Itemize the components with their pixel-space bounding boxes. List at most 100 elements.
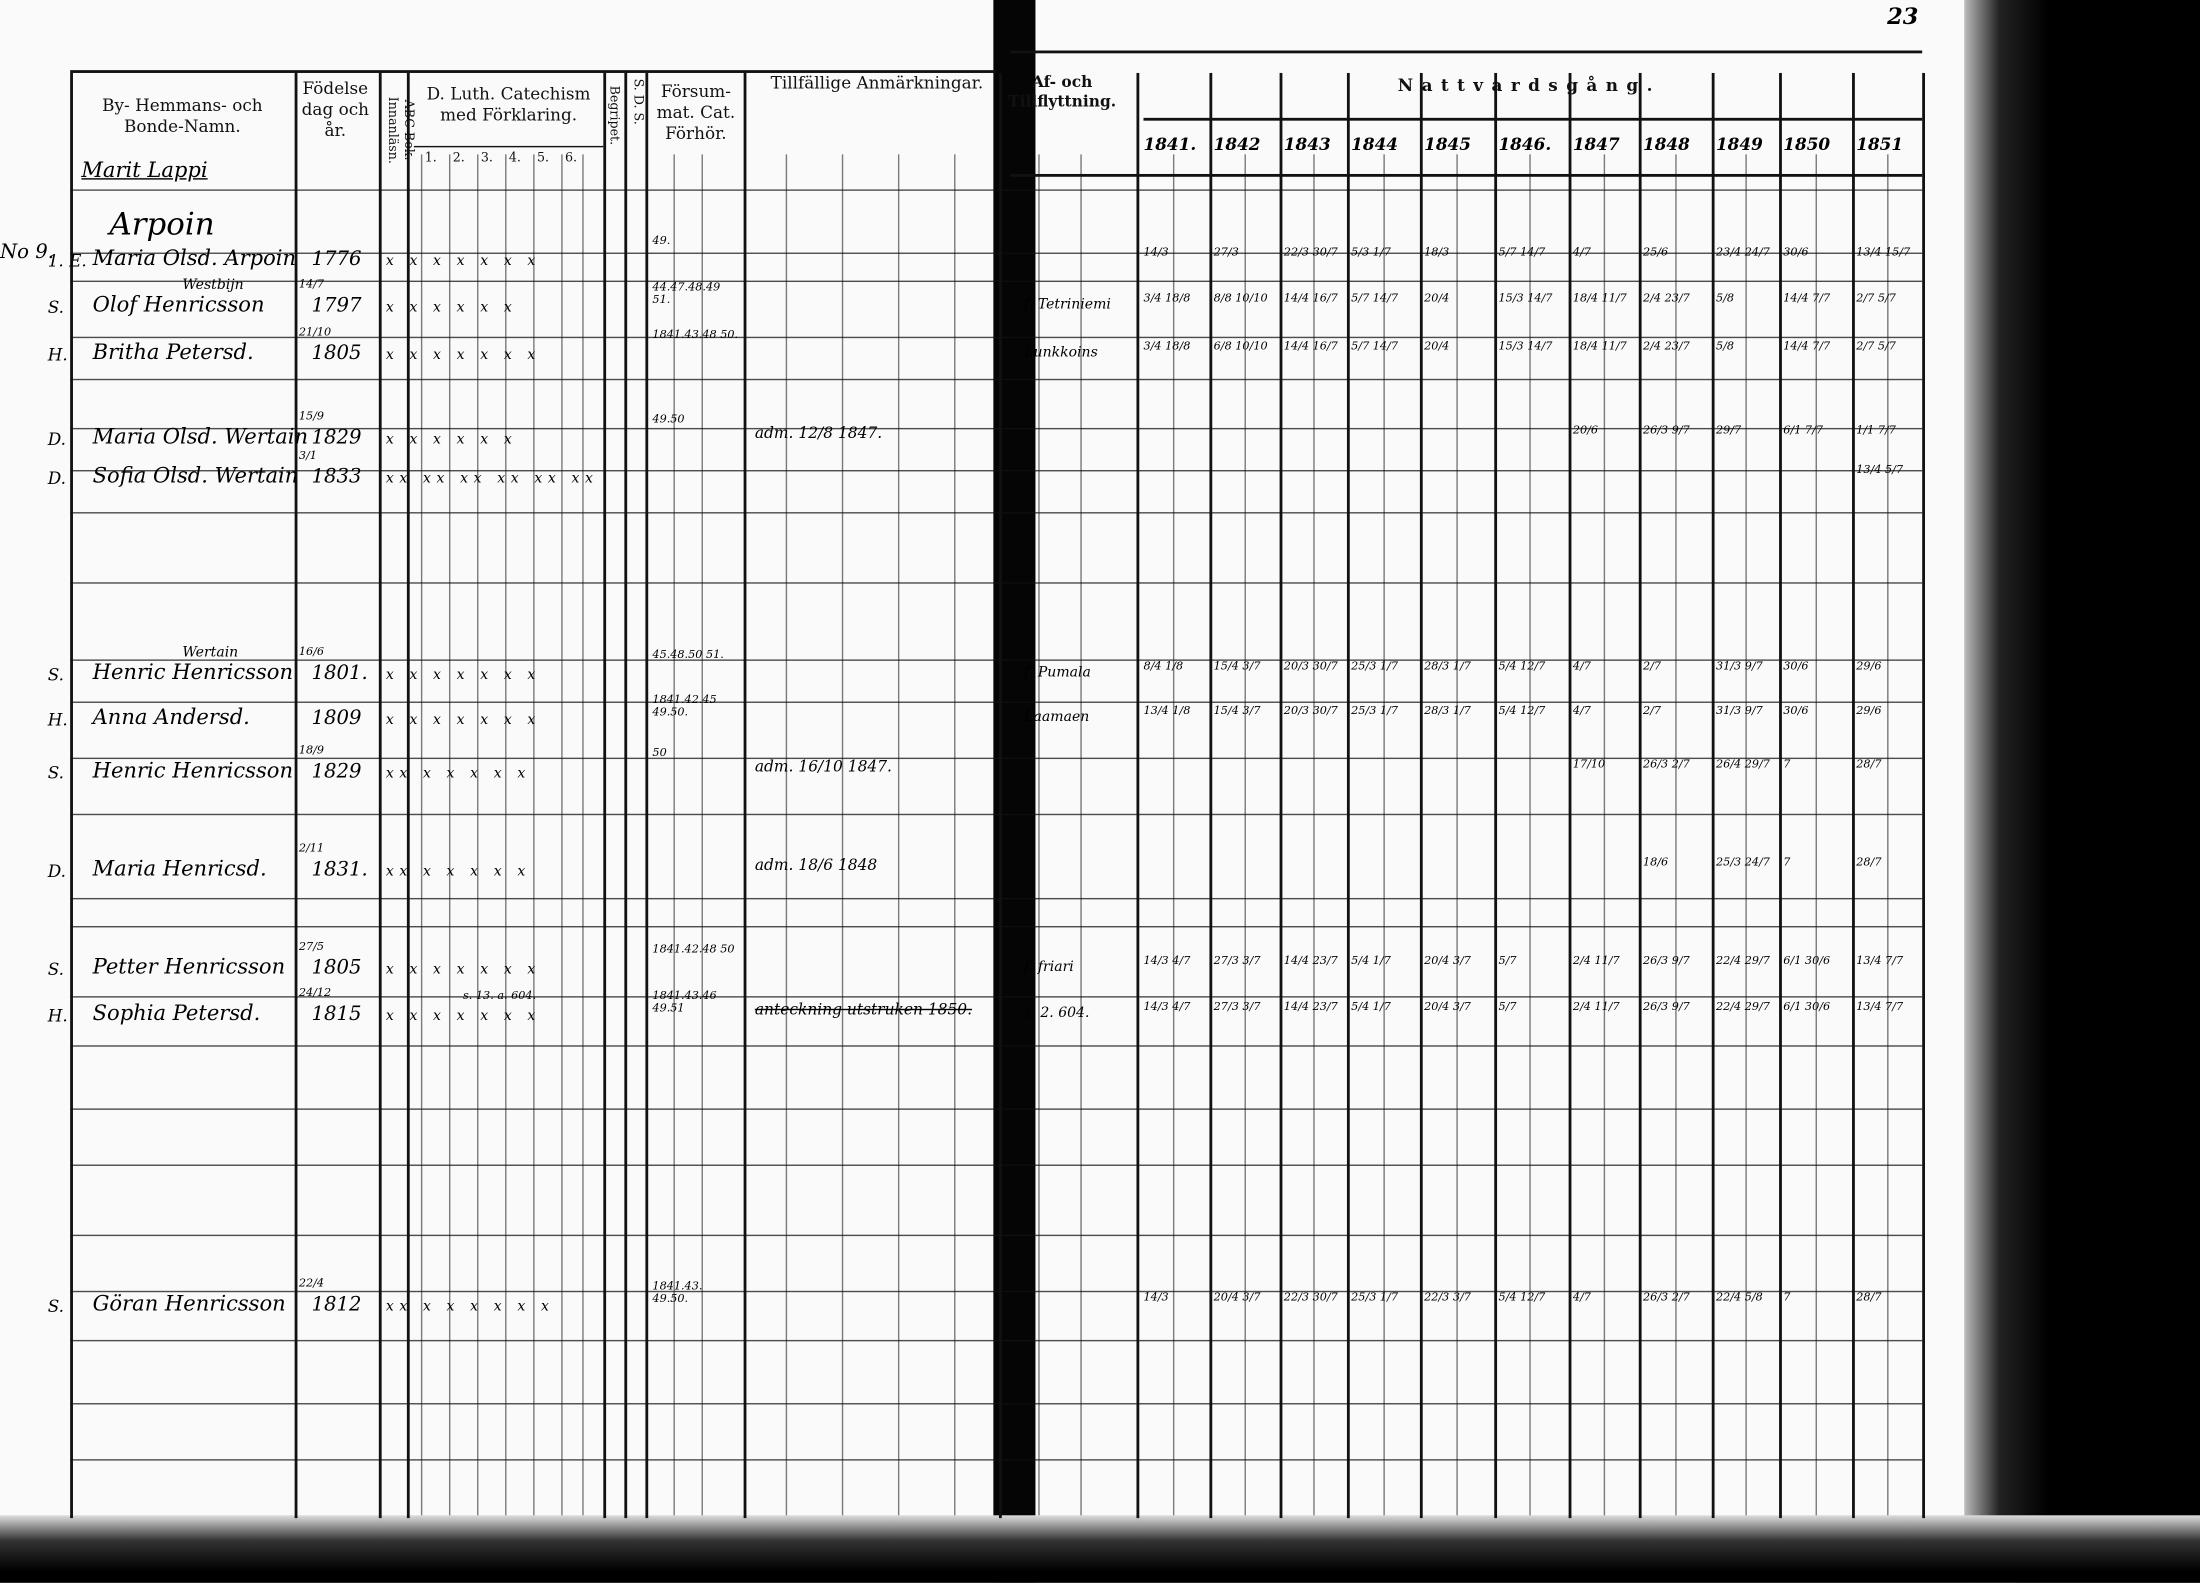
rule-horizontal xyxy=(70,1459,1923,1461)
communion-date: 15/4 3/7 xyxy=(1213,704,1261,717)
rule-vertical xyxy=(624,72,628,1519)
communion-date: 14/4 23/7 xyxy=(1283,1000,1338,1014)
communion-date: 30/6 xyxy=(1783,659,1809,673)
header-year: 1843 xyxy=(1283,134,1331,155)
scan-edge-right xyxy=(1964,0,2200,1583)
rule-vertical-thin xyxy=(897,154,900,1516)
rule-horizontal xyxy=(70,512,1923,514)
communion-date: 18/3 xyxy=(1424,245,1450,259)
communion-date: 25/3 1/7 xyxy=(1351,1290,1398,1304)
communion-date: 18/6 xyxy=(1642,855,1669,869)
header-sds: S. D. S. xyxy=(630,77,645,125)
rule-vertical-thin xyxy=(841,154,844,1516)
rule-vertical-thin xyxy=(561,154,563,1516)
communion-date: 6/8 10/10 xyxy=(1213,339,1268,353)
communion-date: 13/4 5/7 xyxy=(1856,463,1904,476)
rule-vertical-thin xyxy=(1456,154,1458,1516)
communion-date: 20/3 30/7 xyxy=(1283,704,1338,717)
catechism-marks: x x x x x x x xyxy=(385,712,541,729)
rule-top xyxy=(70,70,997,73)
communion-date: 20/6 xyxy=(1572,423,1599,437)
person-name: Henric Henricsson xyxy=(92,659,294,685)
communion-date: 26/3 2/7 xyxy=(1642,1290,1690,1304)
communion-date: 25/3 24/7 xyxy=(1715,855,1770,869)
rule-horizontal xyxy=(70,336,1923,339)
communion-date: 4/7 xyxy=(1572,704,1591,717)
birth-day: 24/12 xyxy=(298,986,332,999)
header-year: 1848 xyxy=(1642,134,1690,155)
communion-date: 20/4 xyxy=(1424,291,1450,305)
household-header: Marit Lappi xyxy=(81,157,208,183)
communion-date: 6/1 30/6 xyxy=(1783,1000,1831,1014)
communion-date: 20/4 3/7 xyxy=(1424,954,1471,967)
catechism-marks: xx x x x x x xyxy=(385,766,531,782)
birth-day: 2/11 xyxy=(298,841,325,855)
communion-date: 14/4 7/7 xyxy=(1783,339,1831,353)
rule-horizontal xyxy=(70,757,1923,760)
communion-date: 14/3 4/7 xyxy=(1143,1000,1191,1014)
communion-date: 5/7 xyxy=(1498,1000,1517,1014)
birth-year: 1805 xyxy=(311,956,362,980)
birth-day: 15/9 xyxy=(298,409,325,423)
communion-date: 2/4 23/7 xyxy=(1642,339,1690,353)
communion-date: 22/4 29/7 xyxy=(1715,954,1770,967)
rule-horizontal xyxy=(70,470,1923,472)
header-communion: Nattvardsgång. xyxy=(1397,75,1661,96)
rule-vertical xyxy=(1568,72,1572,1519)
birth-day: 21/10 xyxy=(298,325,332,339)
page-number: 23 xyxy=(1887,2,1919,30)
rule-vertical-thin xyxy=(1529,154,1531,1516)
forsummat-years: 1841.43.46 49.51 xyxy=(652,989,717,1015)
communion-date: 1/1 7/7 xyxy=(1856,423,1896,437)
rule-vertical xyxy=(378,72,382,1519)
communion-date: 25/3 1/7 xyxy=(1351,659,1398,673)
rule-horizontal xyxy=(70,252,1923,254)
communion-date: 2/4 23/7 xyxy=(1642,291,1690,305)
communion-date: 28/3 1/7 xyxy=(1424,704,1471,717)
rule-vertical-thin xyxy=(582,154,584,1516)
communion-date: 5/3 1/7 xyxy=(1351,245,1391,259)
communion-date: 26/3 9/7 xyxy=(1642,423,1690,437)
header-notes: Tillfällige Anmärkningar. xyxy=(770,72,984,93)
rule-vertical-thin xyxy=(1887,154,1889,1516)
communion-date: 5/4 1/7 xyxy=(1351,954,1391,967)
forsummat-years: 45.48.50 51. xyxy=(652,648,724,661)
communion-date: 14/3 4/7 xyxy=(1143,954,1191,967)
rule-vertical-thin xyxy=(1244,154,1246,1516)
rule-vertical xyxy=(1279,72,1283,1519)
birth-year: 1833 xyxy=(311,465,362,489)
rule-vertical xyxy=(603,72,607,1519)
communion-date: 22/4 29/7 xyxy=(1715,1000,1770,1014)
rule-vertical-thin xyxy=(1080,154,1082,1516)
farm-name: Arpoin xyxy=(109,207,215,243)
birth-day: 27/5 xyxy=(298,940,325,953)
remark: adm. 16/10 1847. xyxy=(754,757,892,776)
rule-vertical xyxy=(1419,72,1423,1519)
communion-date: 30/6 xyxy=(1783,245,1809,259)
header-year: 1841. xyxy=(1143,134,1197,155)
rule-vertical-thin xyxy=(505,154,507,1516)
person-name: Maria Olsd. Wertain xyxy=(92,423,309,449)
birth-day: 14/7 xyxy=(298,277,325,291)
row-prefix: H. xyxy=(47,1005,68,1026)
communion-date: 18/4 11/7 xyxy=(1572,339,1627,353)
header-catechism: D. Luth. Catechism med Förklaring. xyxy=(426,84,591,125)
row-prefix: S. xyxy=(47,297,64,318)
communion-date: 31/3 9/7 xyxy=(1715,659,1763,673)
communion-date: 5/7 xyxy=(1498,954,1517,967)
row-prefix: S. xyxy=(47,1296,64,1317)
header-catechism-subcol: 3. xyxy=(480,151,493,166)
communion-date: 14/4 16/7 xyxy=(1283,291,1338,305)
rule-years xyxy=(1143,117,1923,121)
header-year: 1847 xyxy=(1572,134,1620,155)
communion-date: 5/7 14/7 xyxy=(1351,339,1398,353)
communion-date: 20/4 xyxy=(1424,339,1450,353)
rule-horizontal xyxy=(70,189,1923,191)
birth-year: 1805 xyxy=(311,342,362,365)
person-name: Göran Henricsson xyxy=(92,1290,286,1317)
rule-vertical xyxy=(1922,72,1925,1519)
rule-vertical xyxy=(1638,72,1642,1519)
birth-day: 3/1 xyxy=(298,448,317,462)
rule-horizontal xyxy=(70,926,1923,928)
